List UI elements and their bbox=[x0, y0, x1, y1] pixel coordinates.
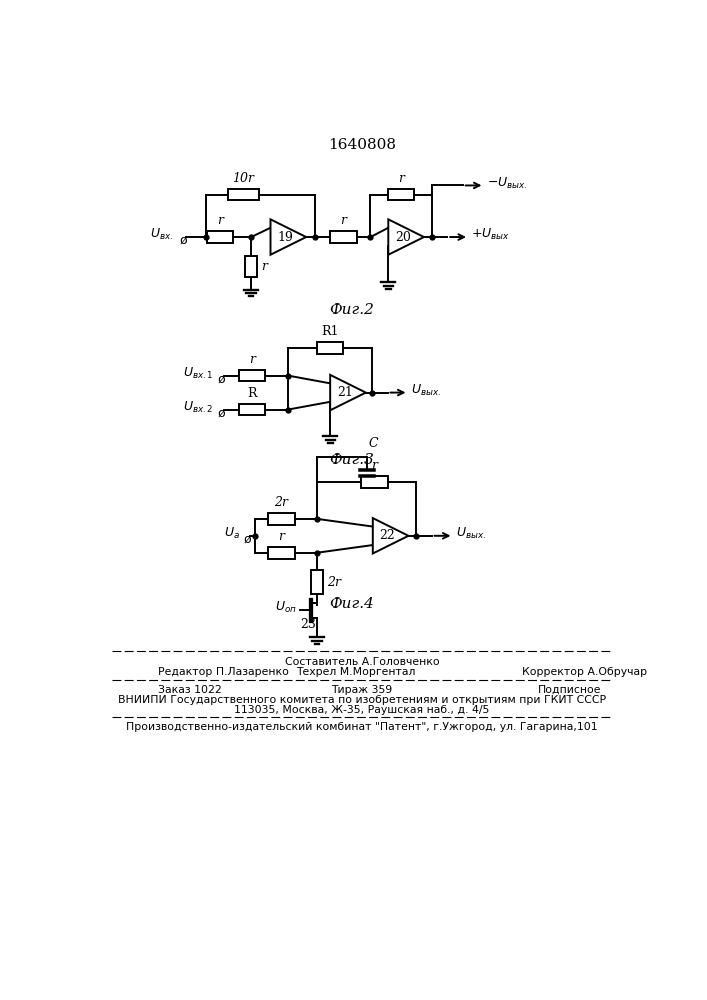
Bar bbox=[311, 570, 323, 594]
Text: $U_{вх.}$: $U_{вх.}$ bbox=[151, 226, 174, 242]
Text: Подписное: Подписное bbox=[538, 685, 602, 695]
Polygon shape bbox=[373, 518, 409, 554]
Text: 2r: 2r bbox=[274, 496, 288, 509]
Bar bbox=[245, 256, 257, 277]
Text: $+U_{вых}$: $+U_{вых}$ bbox=[472, 227, 510, 242]
Bar bbox=[268, 547, 295, 559]
Bar bbox=[317, 342, 344, 354]
Text: $U_{вых.}$: $U_{вых.}$ bbox=[411, 383, 441, 398]
Text: ø: ø bbox=[179, 234, 187, 247]
Text: r: r bbox=[340, 214, 346, 227]
Text: r: r bbox=[261, 260, 267, 273]
Text: 19: 19 bbox=[277, 231, 293, 244]
Text: Производственно-издательский комбинат "Патент", г.Ужгород, ул. Гагарина,101: Производственно-издательский комбинат "П… bbox=[126, 722, 597, 732]
Bar bbox=[330, 231, 356, 243]
Text: Фиг.4: Фиг.4 bbox=[329, 597, 374, 611]
Text: r: r bbox=[371, 459, 378, 472]
Text: Техрел М.Моргентал: Техрел М.Моргентал bbox=[296, 667, 416, 677]
Text: R: R bbox=[247, 387, 257, 400]
Text: 113035, Москва, Ж-35, Раушская наб., д. 4/5: 113035, Москва, Ж-35, Раушская наб., д. … bbox=[234, 705, 490, 715]
Text: $U_{оп}$: $U_{оп}$ bbox=[275, 600, 297, 615]
Text: $U_а$: $U_а$ bbox=[224, 526, 240, 541]
Text: Корректор А.Обручар: Корректор А.Обручар bbox=[522, 667, 648, 677]
Text: ВНИИПИ Государственного комитета по изобретениям и открытиям при ГКИТ СССР: ВНИИПИ Государственного комитета по изоб… bbox=[118, 695, 606, 705]
Text: r: r bbox=[279, 530, 284, 543]
Bar bbox=[268, 513, 295, 525]
Bar bbox=[239, 404, 265, 415]
Bar bbox=[361, 476, 387, 488]
Polygon shape bbox=[388, 219, 424, 255]
Text: r: r bbox=[217, 214, 223, 227]
Text: 1640808: 1640808 bbox=[328, 138, 396, 152]
Text: r: r bbox=[398, 172, 404, 185]
Polygon shape bbox=[330, 375, 366, 410]
Bar bbox=[228, 189, 259, 200]
Text: ø: ø bbox=[218, 372, 226, 385]
Text: 20: 20 bbox=[395, 231, 411, 244]
Text: Фиг.3: Фиг.3 bbox=[329, 453, 374, 467]
Text: Тираж 359: Тираж 359 bbox=[332, 685, 392, 695]
Polygon shape bbox=[271, 219, 306, 255]
Text: 22: 22 bbox=[380, 529, 395, 542]
Text: 2r: 2r bbox=[327, 576, 341, 588]
Text: $-U_{вых.}$: $-U_{вых.}$ bbox=[486, 176, 527, 191]
Text: $U_{вх.2}$: $U_{вх.2}$ bbox=[183, 400, 214, 415]
Text: C: C bbox=[369, 437, 378, 450]
Text: R1: R1 bbox=[322, 325, 339, 338]
Text: 21: 21 bbox=[337, 386, 353, 399]
Text: Составитель А.Головченко: Составитель А.Головченко bbox=[285, 657, 439, 667]
Bar bbox=[388, 189, 414, 200]
Text: 10r: 10r bbox=[233, 172, 255, 185]
Text: ø: ø bbox=[218, 406, 226, 419]
Text: Редактор П.Лазаренко: Редактор П.Лазаренко bbox=[158, 667, 289, 677]
Bar bbox=[207, 231, 233, 243]
Text: Заказ 1022: Заказ 1022 bbox=[158, 685, 222, 695]
Bar bbox=[239, 370, 265, 381]
Text: ø: ø bbox=[243, 532, 251, 545]
Text: 23: 23 bbox=[300, 618, 315, 631]
Text: $U_{вх.1}$: $U_{вх.1}$ bbox=[183, 366, 214, 381]
Text: $U_{вых.}$: $U_{вых.}$ bbox=[456, 526, 486, 541]
Text: r: r bbox=[249, 353, 255, 366]
Text: Фиг.2: Фиг.2 bbox=[329, 303, 374, 317]
